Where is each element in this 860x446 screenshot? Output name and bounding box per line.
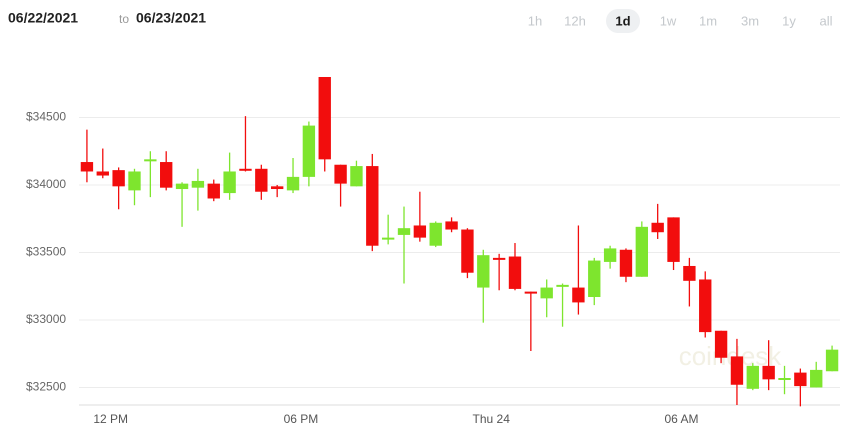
candle-body [794,372,807,387]
candle-body [572,287,585,303]
candle-body [524,291,538,294]
candle-body [810,369,823,388]
candle-body [286,176,300,191]
timeframe-selected-bg [606,9,640,33]
candle-body [366,166,379,246]
candle-body [492,257,506,260]
candle-body [191,180,205,188]
candle-body [619,249,633,277]
timeframe-button[interactable]: all [819,13,832,28]
candle-body [778,378,791,381]
candle-body [80,162,94,172]
candle-body [588,260,601,298]
candle-body [556,284,569,287]
candle-body [651,222,664,233]
candle-body [429,222,442,246]
candle-body [223,171,236,194]
candle-body [302,125,316,177]
timeframe-button[interactable]: 12h [564,13,586,28]
y-tick-label: $34500 [26,110,66,124]
timeframe-button[interactable]: 3m [741,13,759,28]
range-end: 06/23/2021 [136,10,206,26]
candle-body [160,162,173,188]
timeframe-button[interactable]: 1m [699,13,717,28]
candle-body [128,171,141,191]
range-to: to [119,12,129,26]
candle-body [603,248,617,262]
candle-body [334,164,347,184]
candle-body [667,217,680,262]
y-tick-label: $32500 [26,380,66,394]
y-tick-label: $33500 [26,245,66,259]
candle-body [381,237,395,240]
candle-body [699,279,712,333]
timeframe-button[interactable]: 1y [782,13,796,28]
candle-body [762,365,775,380]
candle-body [683,265,696,281]
candle-body [397,228,411,235]
x-tick-label: Thu 24 [473,412,511,426]
candle-body [96,171,109,176]
candle-body [207,183,220,199]
candle-body [540,287,553,299]
candle-body [112,170,125,187]
candle-body [239,168,252,171]
candle-body [825,349,839,372]
timeframe-button[interactable]: 1w [660,13,677,28]
candle-body [508,256,522,289]
candle-body [730,356,744,385]
candle-body [318,76,331,160]
timeframe-button[interactable]: 1d [615,13,630,28]
y-tick-label: $33000 [26,312,66,326]
candle-body [255,168,268,192]
candle-body [714,330,728,358]
x-tick-label: 06 PM [284,412,319,426]
candle-body [746,365,759,389]
timeframe-button[interactable]: 1h [528,13,542,28]
candle-body [270,186,284,190]
range-start: 06/22/2021 [8,10,78,26]
candle-body [175,183,189,190]
candle-body [477,255,490,288]
candle-body [350,166,363,187]
candle-body [413,225,427,238]
candle-body [635,226,649,277]
candle-body [144,159,157,162]
x-tick-label: 12 PM [93,412,128,426]
x-tick-label: 06 AM [664,412,698,426]
candle-body [461,229,474,273]
candle-body [445,221,458,230]
y-tick-label: $34000 [26,177,66,191]
